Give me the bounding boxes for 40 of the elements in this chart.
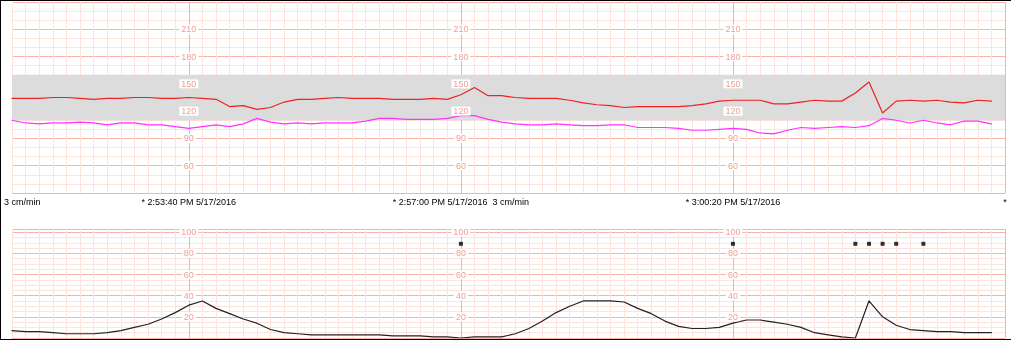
y2-tick-label: 90 [455, 133, 466, 144]
y3-tick-label: 100 [725, 227, 741, 238]
y-tick-label: 150 [181, 78, 197, 89]
y-tick-label: 20 [183, 311, 194, 322]
y-tick-label: 80 [183, 248, 194, 259]
y2-tick-label: 150 [453, 78, 469, 89]
y-tick-label: 210 [181, 24, 197, 35]
x-tick-label: * 3:00:20 PM 5/17/2016 [685, 196, 781, 207]
line-series [11, 300, 992, 339]
y-tick-label: 60 [183, 160, 194, 171]
x-tick-label: * [1003, 196, 1008, 207]
y2-tick-label: 60 [455, 269, 466, 280]
y2-tick-label: 40 [455, 290, 466, 301]
y-tick-label: 60 [183, 269, 194, 280]
y3-tick-label: 20 [727, 311, 738, 322]
x-tick-label: * 2:57:00 PM 5/17/2016 3 cm/min [392, 196, 529, 207]
y3-tick-label: 40 [727, 290, 738, 301]
y2-tick-label: 60 [455, 160, 466, 171]
y3-tick-label: 120 [725, 106, 741, 117]
y3-tick-label: 90 [727, 133, 738, 144]
y2-tick-label: 120 [453, 106, 469, 117]
y-tick-label: 40 [183, 290, 194, 301]
y-tick-label: 100 [181, 227, 197, 238]
y2-tick-label: 210 [453, 24, 469, 35]
y2-tick-label: 100 [453, 227, 469, 238]
x-tick-label: * 2:53:40 PM 5/17/2016 [141, 196, 237, 207]
y-tick-label: 90 [183, 133, 194, 144]
y3-tick-label: 60 [727, 269, 738, 280]
y3-tick-label: 80 [727, 248, 738, 259]
y3-tick-label: 210 [725, 24, 741, 35]
y3-tick-label: 180 [725, 51, 741, 62]
text: 3 cm/min [4, 196, 41, 207]
y2-tick-label: 20 [455, 311, 466, 322]
y3-tick-label: 150 [725, 78, 741, 89]
line-series [11, 81, 992, 114]
y-tick-label: 120 [181, 106, 197, 117]
y-tick-label: 180 [181, 51, 197, 62]
y2-tick-label: 80 [455, 248, 466, 259]
y2-tick-label: 180 [453, 51, 469, 62]
y3-tick-label: 60 [727, 160, 738, 171]
